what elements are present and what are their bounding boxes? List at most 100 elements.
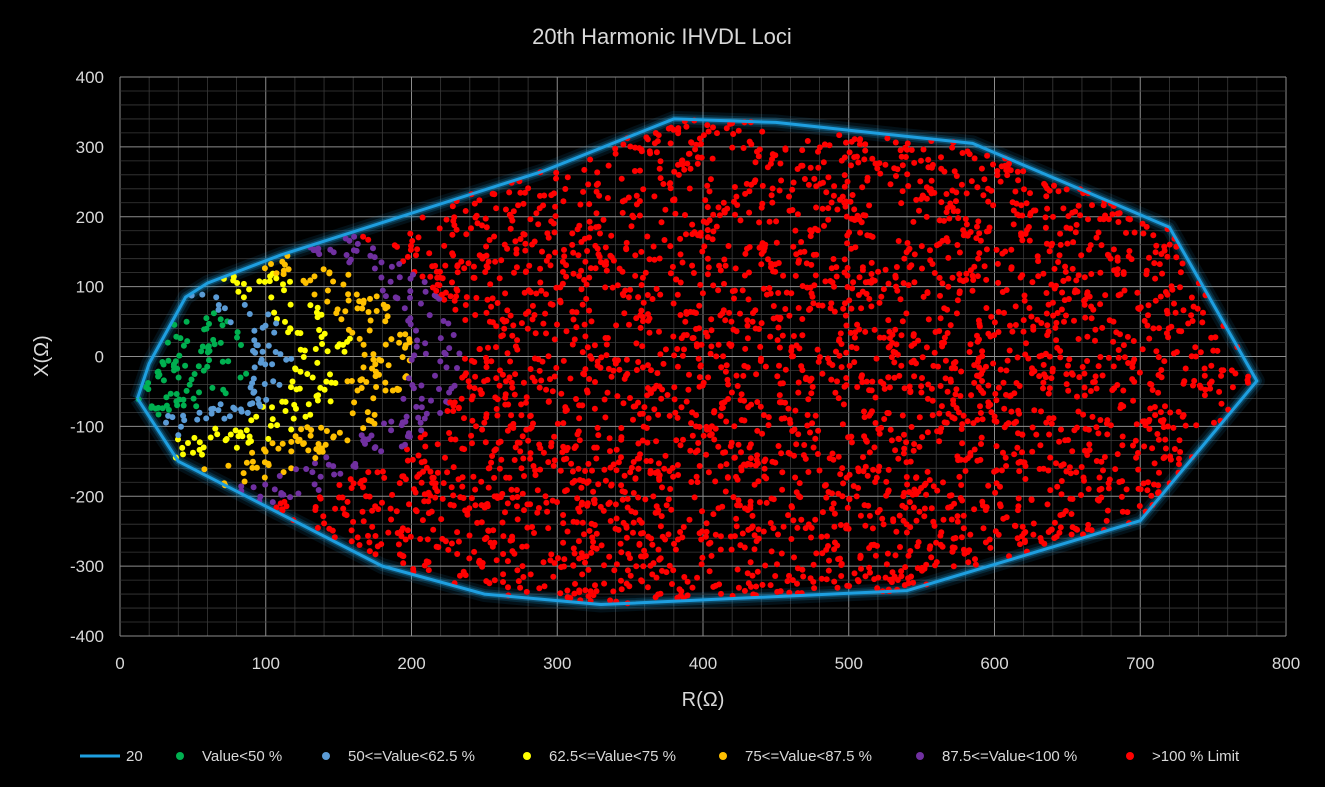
point-6 (1058, 462, 1065, 469)
point-6 (949, 274, 956, 281)
point-6 (938, 199, 945, 206)
point-6 (732, 211, 738, 218)
point-6 (472, 502, 479, 509)
y-tick-label: -400 (70, 627, 104, 646)
point-6 (843, 213, 850, 220)
point-6 (1040, 385, 1046, 392)
point-6 (1118, 493, 1125, 500)
point-6 (1054, 483, 1061, 490)
point-6 (525, 287, 532, 294)
point-6 (674, 346, 681, 352)
point-6 (684, 160, 691, 167)
point-6 (667, 185, 674, 192)
point-6 (1216, 388, 1223, 395)
point-6 (543, 386, 550, 393)
point-6 (536, 384, 543, 391)
point-5 (262, 481, 269, 488)
point-6 (1098, 242, 1105, 249)
point-6 (778, 450, 785, 457)
point-6 (835, 556, 842, 563)
point-6 (1133, 421, 1140, 428)
point-6 (557, 299, 564, 306)
point-6 (705, 264, 712, 271)
point-6 (691, 494, 698, 501)
point-6 (1114, 451, 1121, 458)
point-6 (644, 584, 651, 591)
point-5 (413, 327, 419, 334)
legend-marker-5 (916, 752, 924, 760)
point-6 (545, 234, 552, 241)
point-6 (768, 192, 775, 199)
point-6 (638, 530, 644, 537)
point-6 (1093, 385, 1100, 392)
point-6 (681, 332, 687, 339)
point-6 (1053, 319, 1060, 326)
point-6 (618, 425, 625, 431)
point-6 (545, 398, 552, 405)
point-6 (928, 505, 935, 512)
point-3 (297, 368, 304, 375)
point-2 (230, 404, 237, 411)
point-4 (344, 437, 351, 444)
point-6 (649, 296, 656, 302)
point-6 (374, 543, 381, 550)
point-3 (212, 425, 219, 432)
point-6 (500, 551, 507, 557)
point-6 (704, 227, 711, 233)
point-2 (244, 409, 251, 416)
point-6 (633, 340, 640, 347)
point-6 (1040, 270, 1047, 277)
point-5 (315, 245, 322, 252)
point-6 (637, 324, 644, 331)
point-6 (455, 538, 462, 545)
point-6 (511, 457, 518, 463)
point-1 (180, 342, 187, 349)
point-6 (1097, 301, 1104, 308)
point-6 (443, 216, 450, 223)
point-6 (1139, 346, 1146, 353)
point-6 (711, 409, 717, 416)
point-6 (997, 501, 1003, 508)
point-6 (1131, 356, 1138, 363)
point-6 (737, 542, 744, 549)
point-6 (641, 404, 648, 411)
point-6 (805, 396, 812, 403)
point-6 (708, 343, 715, 350)
point-6 (1137, 304, 1144, 311)
point-6 (734, 566, 741, 573)
point-6 (810, 578, 817, 585)
point-6 (799, 147, 806, 154)
point-4 (288, 448, 295, 455)
point-6 (654, 370, 661, 377)
point-6 (1033, 431, 1040, 438)
point-6 (863, 290, 870, 297)
point-6 (500, 533, 507, 540)
point-6 (997, 483, 1003, 490)
point-6 (657, 175, 664, 182)
point-6 (1037, 442, 1044, 449)
point-5 (337, 470, 344, 477)
point-2 (288, 355, 295, 362)
point-6 (1141, 317, 1148, 324)
point-6 (779, 332, 786, 339)
point-6 (624, 567, 631, 574)
point-6 (473, 294, 480, 301)
point-6 (1123, 229, 1129, 236)
point-6 (735, 584, 742, 591)
point-6 (465, 378, 472, 385)
point-6 (933, 559, 940, 566)
point-6 (602, 414, 609, 421)
point-1 (183, 387, 190, 394)
point-6 (497, 367, 503, 374)
point-6 (1049, 368, 1056, 375)
point-6 (1130, 338, 1137, 344)
point-5 (250, 484, 257, 491)
point-6 (898, 362, 905, 369)
point-6 (998, 467, 1005, 474)
point-6 (975, 218, 982, 225)
point-3 (328, 379, 335, 386)
point-6 (623, 356, 630, 363)
point-6 (655, 411, 662, 418)
point-6 (543, 291, 549, 298)
point-6 (527, 366, 534, 372)
